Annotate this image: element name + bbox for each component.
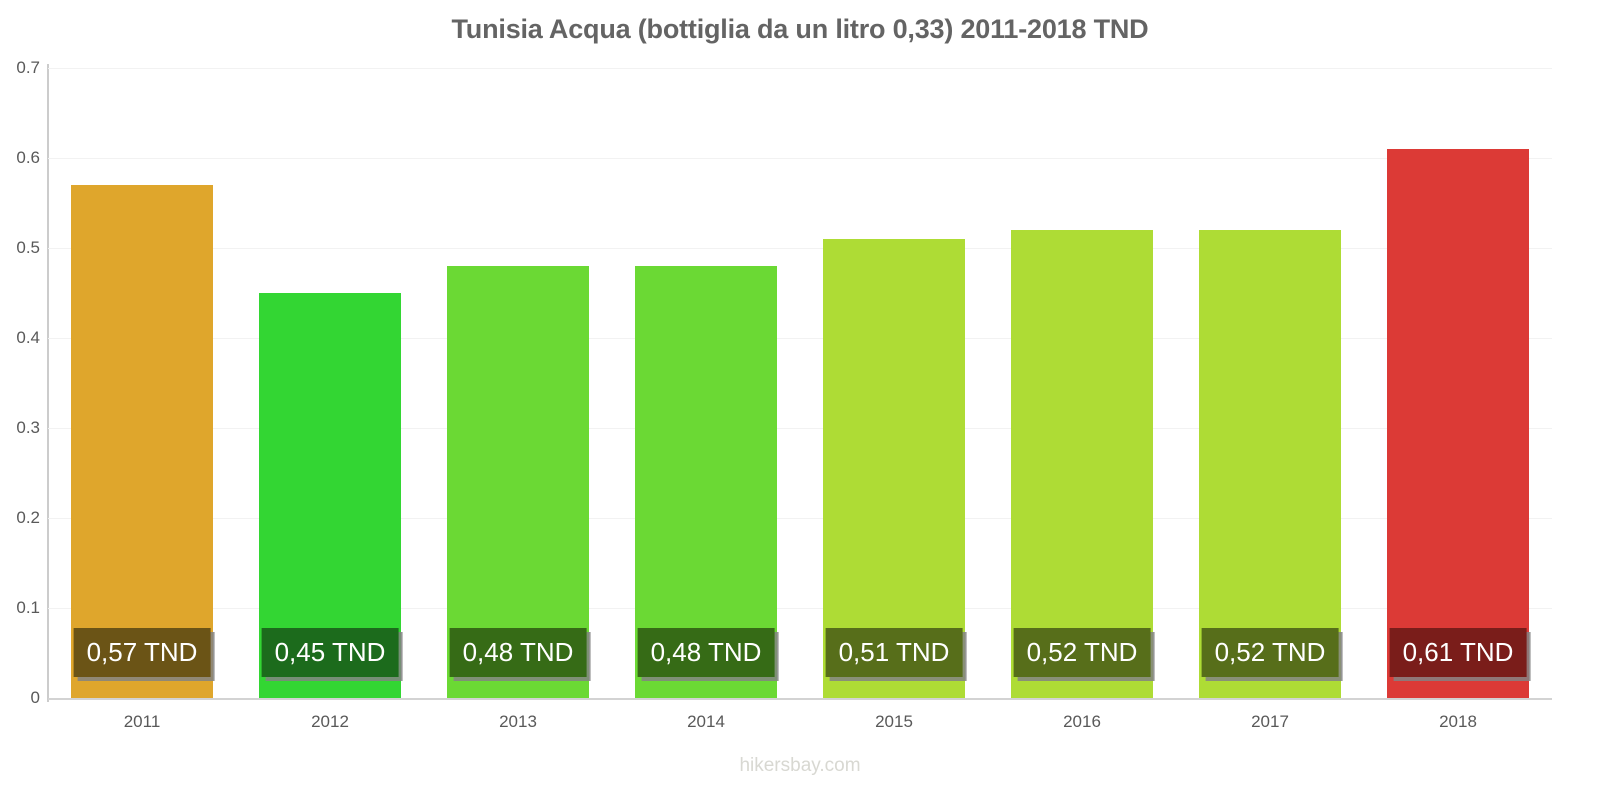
y-axis-tick-label: 0.6: [16, 148, 40, 167]
x-axis-tick-label: 2018: [1439, 712, 1477, 731]
x-axis-tick-label: 2011: [123, 712, 161, 731]
x-axis-tick-label: 2013: [499, 712, 537, 731]
bar-value-label: 0,48 TND: [637, 628, 775, 677]
y-axis-tick-label: 0.3: [16, 418, 40, 437]
gridline: [48, 338, 1552, 339]
gridline: [48, 158, 1552, 159]
x-axis-tick-label: 2015: [875, 712, 913, 731]
bar[interactable]: 0,52 TND: [1199, 230, 1341, 698]
x-axis-tick-label: 2014: [687, 712, 725, 731]
bar[interactable]: 0,51 TND: [823, 239, 965, 698]
y-axis-tick-label: 0.2: [16, 508, 40, 527]
bar-value-label: 0,57 TND: [73, 628, 211, 677]
bar[interactable]: 0,48 TND: [447, 266, 589, 698]
y-axis-tick-label: 0.1: [16, 598, 40, 617]
gridline: [48, 518, 1552, 519]
chart-title: Tunisia Acqua (bottiglia da un litro 0,3…: [451, 14, 1149, 44]
y-axis-tick-label: 0.4: [16, 328, 40, 347]
bar-value-label: 0,45 TND: [261, 628, 399, 677]
x-axis-tick-label: 2012: [311, 712, 349, 731]
bar[interactable]: 0,52 TND: [1011, 230, 1153, 698]
bar[interactable]: 0,48 TND: [635, 266, 777, 698]
gridline: [48, 68, 1552, 69]
x-axis-tick-label: 2017: [1251, 712, 1289, 731]
y-axis-tick-label: 0.7: [16, 58, 40, 77]
bar-value-label: 0,51 TND: [825, 628, 963, 677]
bar-value-label: 0,52 TND: [1201, 628, 1339, 677]
bar-value-label: 0,61 TND: [1389, 628, 1527, 677]
bar[interactable]: 0,57 TND: [71, 185, 213, 698]
plot-area: 0 0.1 0.2 0.3 0.4 0.5 0.6 0.7 0,57 TND 0,45 TND 0,…: [16, 58, 1552, 707]
bar-value-label: 0,48 TND: [449, 628, 587, 677]
source-watermark: hikersbay.com: [739, 755, 861, 776]
bar[interactable]: 0,45 TND: [259, 293, 401, 698]
y-axis-tick-label: 0: [30, 688, 40, 707]
y-axis-line: [47, 64, 49, 702]
gridline: [48, 248, 1552, 249]
x-axis-tick-label: 2016: [1063, 712, 1101, 731]
x-axis-line: [48, 698, 1552, 700]
gridline: [48, 608, 1552, 609]
bar[interactable]: 0,61 TND: [1387, 149, 1529, 698]
gridline: [48, 428, 1552, 429]
bar-value-label: 0,52 TND: [1013, 628, 1151, 677]
y-axis-tick-label: 0.5: [16, 238, 40, 257]
